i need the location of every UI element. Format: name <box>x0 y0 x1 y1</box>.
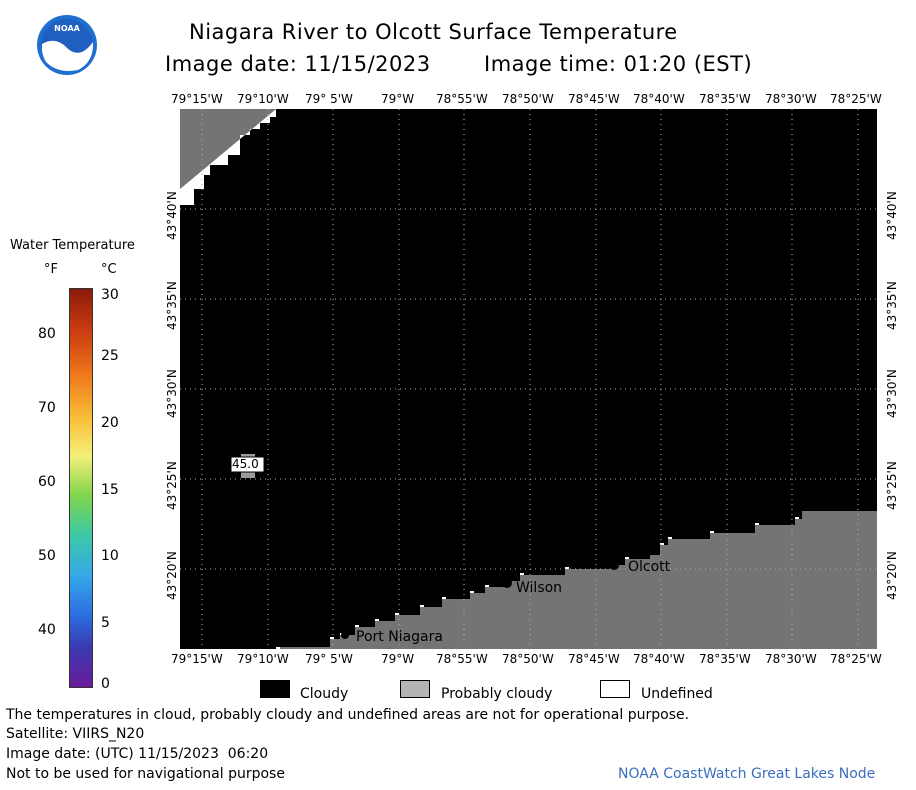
legend-swatch-probably-cloudy <box>400 680 430 698</box>
lon-label: 79°W <box>381 652 415 666</box>
noaa-logo: NOAA <box>36 14 98 76</box>
footer-satellite: Satellite: VIIRS_N20 <box>6 726 145 742</box>
lat-label: 43°40'N <box>885 191 899 240</box>
lat-label: 43°30'N <box>885 369 899 418</box>
image-time: Image time: 01:20 (EST) <box>484 52 753 76</box>
graticule <box>180 109 877 649</box>
lat-label: 43°35'N <box>165 281 179 330</box>
place-label-port-niagara: Port Niagara <box>356 629 443 645</box>
lat-label: 43°30'N <box>165 369 179 418</box>
footer-disclaimer: The temperatures in cloud, probably clou… <box>6 707 690 723</box>
shore-specks <box>276 517 799 649</box>
lat-label: 43°20'N <box>885 551 899 600</box>
lon-label: 79°15'W <box>171 652 223 666</box>
lon-label: 78°30'W <box>765 652 817 666</box>
logo-text: NOAA <box>54 24 80 33</box>
footer-nav-warning: Not to be used for navigational purpose <box>6 766 285 782</box>
colorbar-unit-f: °F <box>44 262 58 277</box>
lon-label: 78°55'W <box>436 652 488 666</box>
lon-label: 78°30'W <box>765 92 817 106</box>
lon-label: 78°25'W <box>830 652 882 666</box>
lat-label: 43°20'N <box>165 551 179 600</box>
lon-label: 78°40'W <box>633 652 685 666</box>
sample-value: 45.0 <box>232 457 259 471</box>
lon-label: 78°45'W <box>568 92 620 106</box>
legend-swatch-cloudy <box>260 680 290 698</box>
colorbar-c-tick: 15 <box>101 482 119 498</box>
colorbar-c-tick: 0 <box>101 676 110 692</box>
colorbar <box>69 288 93 688</box>
lon-label: 78°45'W <box>568 652 620 666</box>
legend-swatch-undefined <box>600 680 630 698</box>
lon-label: 79°W <box>381 92 415 106</box>
lon-label: 79° 5'W <box>305 92 353 106</box>
colorbar-c-tick: 30 <box>101 287 119 303</box>
colorbar-f-tick: 50 <box>38 548 56 564</box>
lon-label: 78°25'W <box>830 92 882 106</box>
legend-label-undefined: Undefined <box>641 686 713 702</box>
olcott-marker <box>609 560 619 570</box>
colorbar-f-tick: 70 <box>38 400 56 416</box>
lon-label: 78°55'W <box>436 92 488 106</box>
lat-label: 43°25'N <box>885 461 899 510</box>
place-label-wilson: Wilson <box>516 580 563 596</box>
lon-label: 78°35'W <box>699 652 751 666</box>
colorbar-title: Water Temperature <box>10 238 135 253</box>
colorbar-c-tick: 10 <box>101 548 119 564</box>
port-niagara-marker <box>341 631 349 639</box>
page-title: Niagara River to Olcott Surface Temperat… <box>189 20 678 44</box>
lon-label: 79°10'W <box>237 92 289 106</box>
place-label-olcott: Olcott <box>628 559 671 575</box>
lat-label: 43°40'N <box>165 191 179 240</box>
lon-label: 79°10'W <box>237 652 289 666</box>
lon-label: 78°50'W <box>502 92 554 106</box>
lon-label: 79° 5'W <box>305 652 353 666</box>
colorbar-f-tick: 60 <box>38 474 56 490</box>
undefined-strip <box>180 109 276 205</box>
legend-label-probably-cloudy: Probably cloudy <box>441 686 553 702</box>
lon-label: 78°40'W <box>633 92 685 106</box>
colorbar-c-tick: 20 <box>101 415 119 431</box>
image-date: Image date: 11/15/2023 <box>165 52 431 76</box>
wilson-marker <box>502 578 512 588</box>
colorbar-c-tick: 5 <box>101 615 110 631</box>
colorbar-unit-c: °C <box>101 262 117 277</box>
sample-value-box <box>230 456 265 473</box>
lat-label: 43°35'N <box>885 281 899 330</box>
colorbar-f-tick: 40 <box>38 622 56 638</box>
lon-label: 79°15'W <box>171 92 223 106</box>
lat-label: 43°25'N <box>165 461 179 510</box>
legend-label-cloudy: Cloudy <box>300 686 349 702</box>
colorbar-c-tick: 25 <box>101 348 119 364</box>
lon-label: 78°50'W <box>502 652 554 666</box>
footer-credit[interactable]: NOAA CoastWatch Great Lakes Node <box>618 766 876 782</box>
colorbar-f-tick: 80 <box>38 326 56 342</box>
footer-utc-date: Image date: (UTC) 11/15/2023 06:20 <box>6 746 269 762</box>
lon-label: 78°35'W <box>699 92 751 106</box>
map-area[interactable] <box>180 109 877 649</box>
